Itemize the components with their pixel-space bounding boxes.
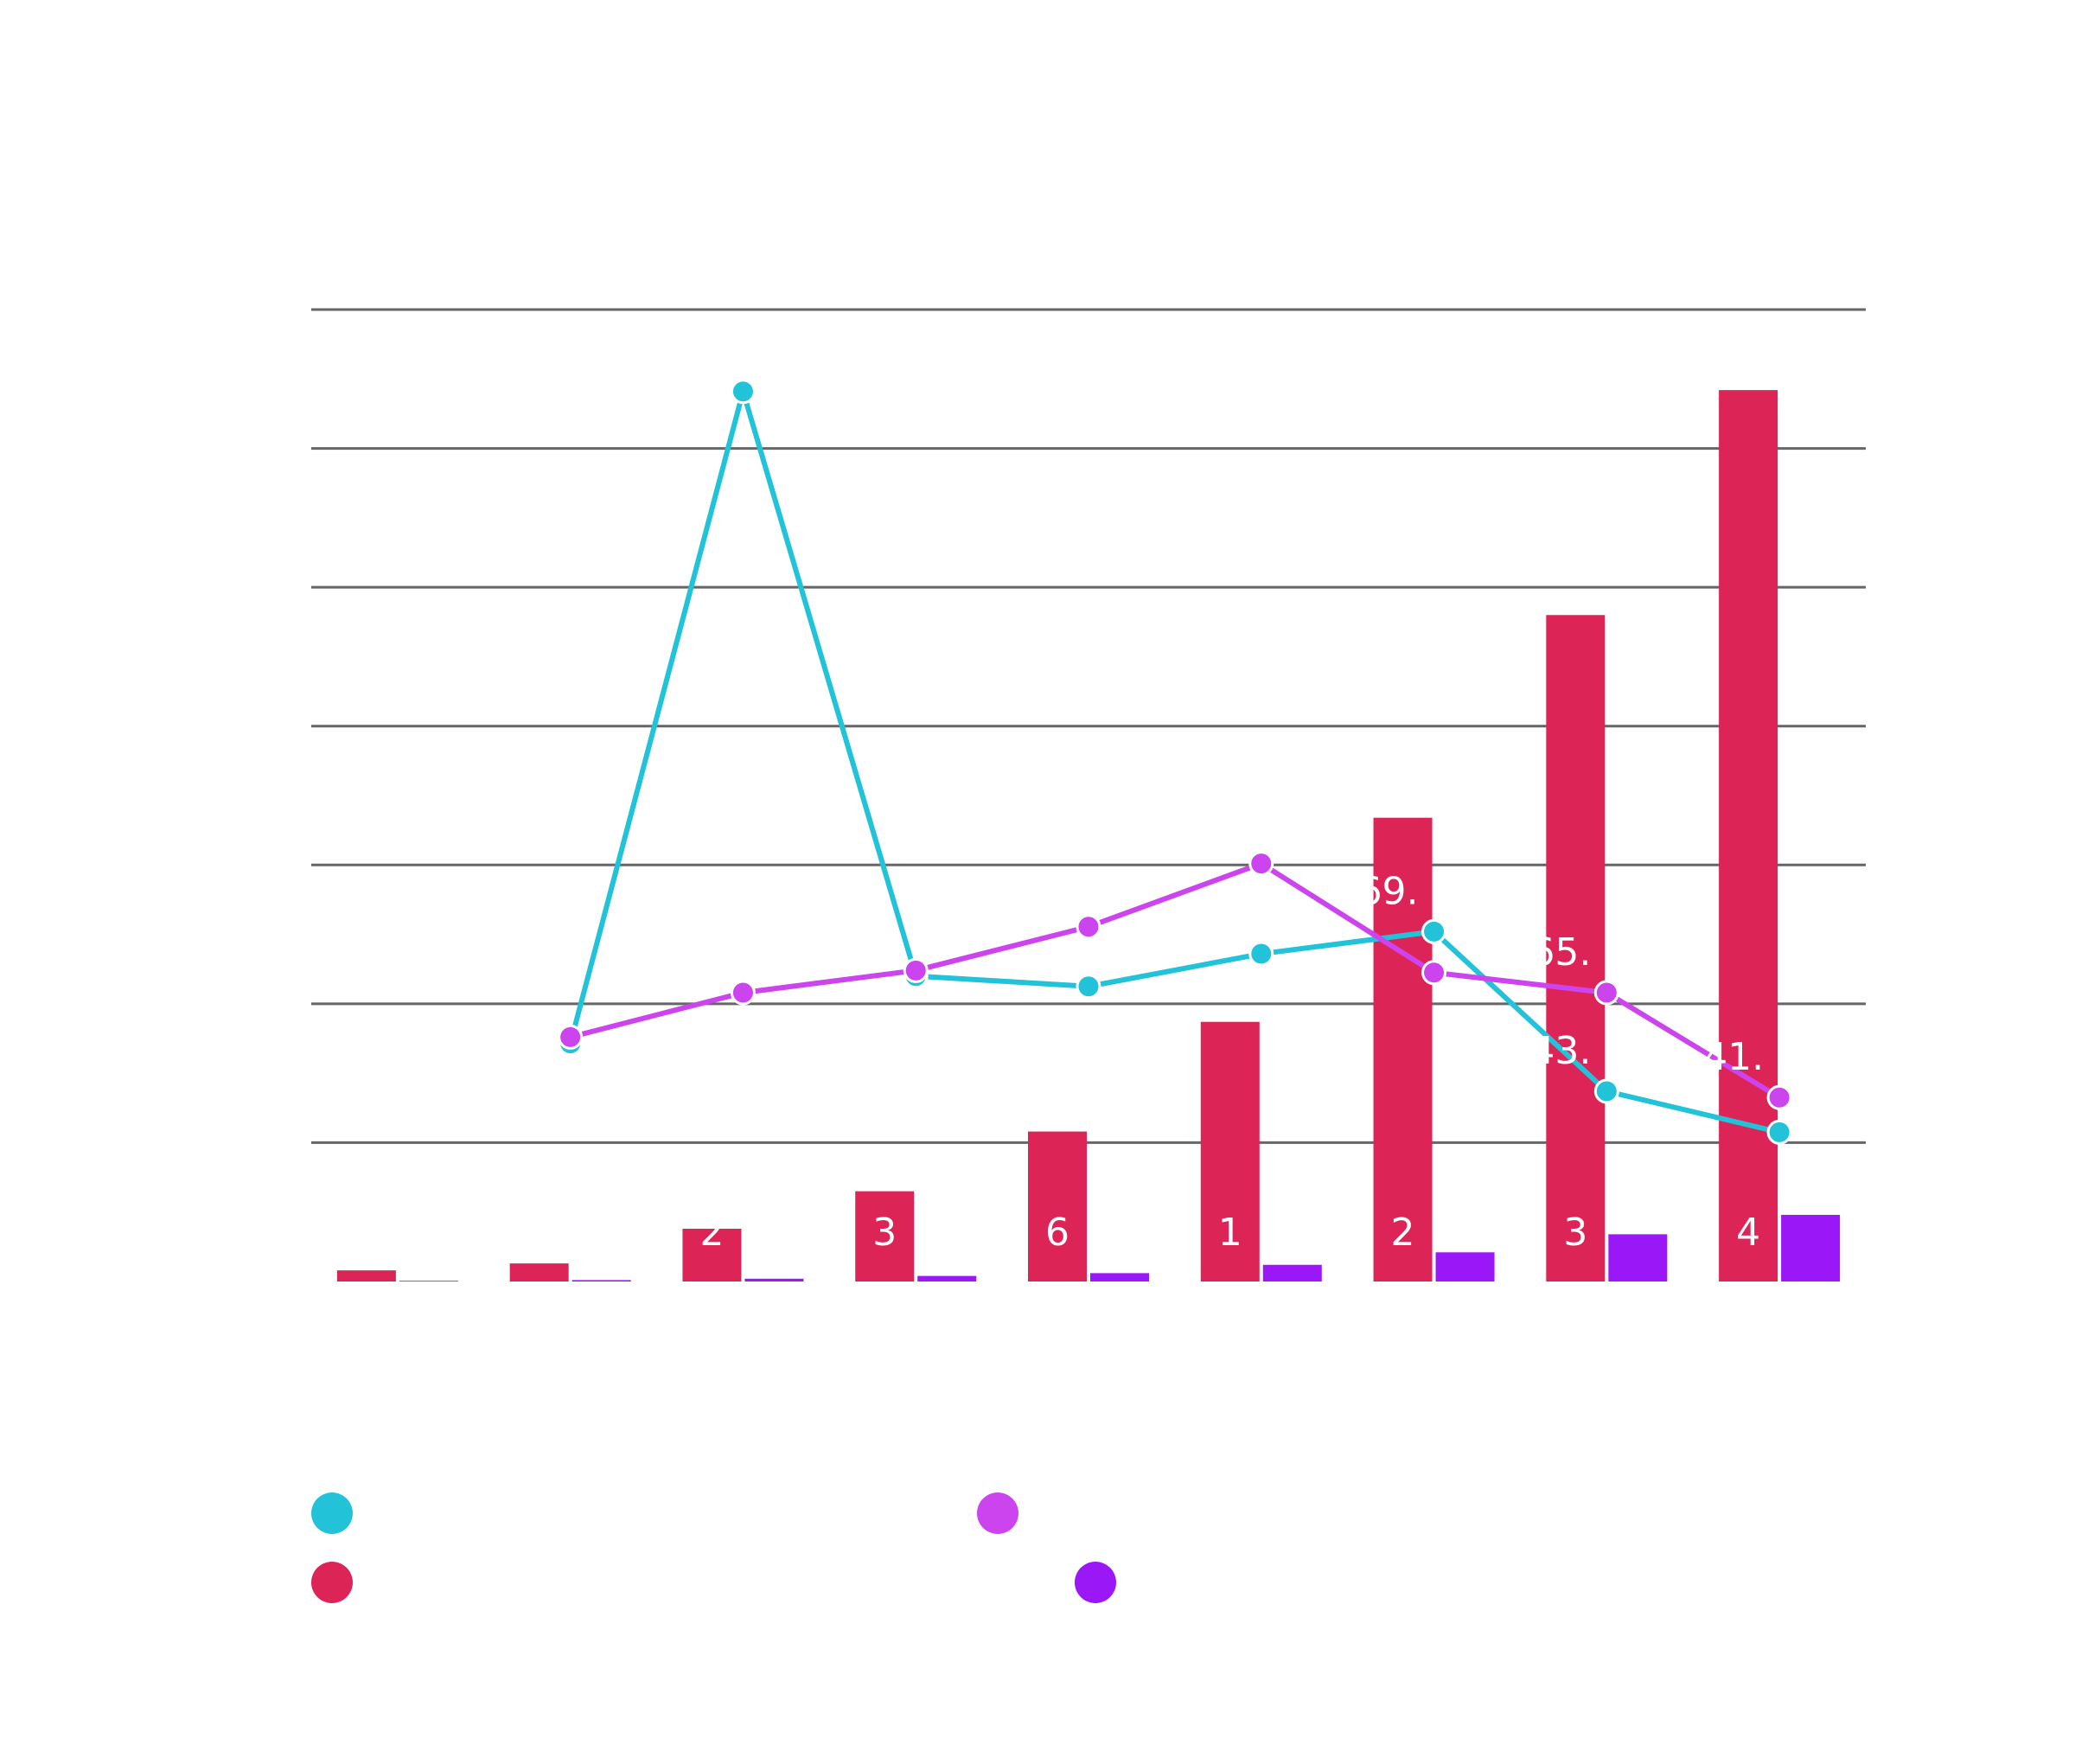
bar-series-d xyxy=(1435,1252,1495,1281)
line-point xyxy=(1766,1119,1792,1145)
bar-series-d xyxy=(1608,1234,1668,1281)
bar-series-d xyxy=(1262,1264,1322,1281)
line-point xyxy=(1593,980,1619,1006)
point-data-label: 43. xyxy=(1530,1029,1591,1073)
point-data-label: 69. xyxy=(1358,869,1419,913)
bar-data-label: 3 xyxy=(1563,1211,1587,1255)
bar-series-c xyxy=(509,1263,569,1281)
bar-data-label: 2 xyxy=(1391,1211,1415,1255)
bar-data-label: 1 xyxy=(1218,1211,1242,1255)
bar-series-c xyxy=(336,1270,396,1281)
line-point xyxy=(1076,914,1101,940)
bar-series-c xyxy=(1546,615,1606,1281)
line-point xyxy=(558,1024,584,1050)
bar-data-label: 2 xyxy=(699,1211,724,1255)
bar-series-c xyxy=(1200,1021,1260,1281)
bar-series-c xyxy=(682,1228,742,1281)
bar-series-c xyxy=(1373,817,1433,1281)
line-point xyxy=(730,379,756,405)
line-point xyxy=(730,980,756,1006)
line-point xyxy=(1421,918,1447,944)
bars xyxy=(336,390,1841,1281)
line-point xyxy=(1766,1084,1792,1110)
lines xyxy=(558,379,1792,1145)
line-point xyxy=(1593,1078,1619,1104)
bar-series-d xyxy=(1090,1273,1149,1281)
legend-swatch-series-a xyxy=(311,1492,353,1534)
legend-item-series-d[interactable] xyxy=(1075,1561,1137,1604)
legend-item-series-b[interactable] xyxy=(977,1492,1039,1535)
bar-data-label: 6 xyxy=(1045,1211,1069,1255)
bar-series-d xyxy=(571,1280,631,1281)
line-point xyxy=(1076,974,1101,1000)
bar-series-d xyxy=(917,1275,977,1281)
line-point xyxy=(1248,851,1274,877)
gridlines xyxy=(311,308,1866,1144)
bar-data-label: 3 xyxy=(872,1211,897,1255)
line-series-b xyxy=(569,860,1781,1100)
legend-item-series-c[interactable] xyxy=(311,1561,374,1604)
line-point xyxy=(1248,941,1274,967)
legend-swatch-series-c xyxy=(311,1562,353,1603)
line-point xyxy=(903,957,929,983)
legend-swatch-series-b xyxy=(977,1492,1018,1534)
point-data-label: 41. xyxy=(1703,1035,1764,1079)
bar-series-c xyxy=(1028,1131,1087,1281)
bar-series-d xyxy=(1781,1214,1841,1281)
line-point xyxy=(1421,960,1447,986)
bar-series-c xyxy=(855,1191,915,1281)
line-series-a xyxy=(567,388,1780,1135)
point-data-label: 65. xyxy=(1530,930,1591,975)
legend-item-series-a[interactable] xyxy=(311,1492,374,1535)
bar-data-label: 4 xyxy=(1736,1211,1760,1255)
bar-series-d xyxy=(744,1278,804,1281)
data-labels: 2 3 6 1 2 3 4 69. 43. 65. 41. xyxy=(699,869,1764,1255)
legend-swatch-series-d xyxy=(1075,1562,1116,1603)
